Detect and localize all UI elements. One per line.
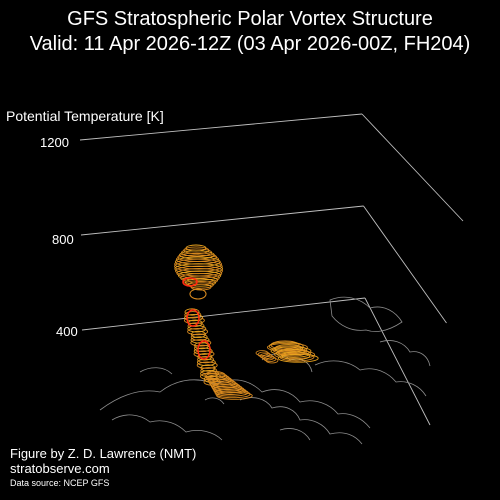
vortex-contour-ring	[184, 278, 217, 287]
z-grid-line	[363, 205, 447, 324]
coastline-path	[279, 428, 311, 441]
coastline-path	[204, 397, 225, 405]
vortex-contour-ring	[187, 322, 205, 330]
vortex-contour-ring	[196, 358, 216, 367]
z-tick-label: 800	[52, 232, 74, 247]
z-axis-label: Potential Temperature [K]	[6, 108, 164, 124]
coastline-path	[239, 397, 363, 445]
vortex-contour-ring	[184, 311, 202, 319]
vortex-contour-ring	[274, 350, 316, 360]
coastline-path	[314, 360, 427, 397]
vortex-contour-ring	[190, 330, 206, 339]
vortex-contour-ring	[187, 327, 209, 336]
vortex-contour-ring	[190, 283, 212, 291]
vortex-contour-ring	[193, 350, 215, 358]
z-grid-line	[79, 113, 363, 141]
z-tick-label: 1200	[40, 135, 69, 150]
vortex-contour-ring	[197, 353, 213, 361]
vortex-contour-ring	[187, 325, 207, 333]
z-tick-label: 400	[56, 324, 78, 339]
chart-title: GFS Stratospheric Polar Vortex Structure	[67, 8, 433, 30]
vortex-contour-ring	[200, 364, 216, 372]
author-credit: Figure by Z. D. Lawrence (NMT)	[10, 446, 197, 461]
z-grid-planes	[79, 113, 464, 426]
vortex-contour-ring	[189, 288, 207, 300]
vortex-contour-ring	[190, 339, 212, 347]
vortex-contour-ring	[176, 268, 223, 279]
vortex-contour-ring	[184, 308, 200, 316]
vortex-contour-ring	[184, 313, 204, 322]
coastline-path	[111, 414, 223, 441]
vortex-core-contour	[186, 309, 200, 327]
vortex-contour-ring	[193, 347, 213, 355]
data-source-credit: Data source: NCEP GFS	[10, 478, 110, 488]
coastline-path	[139, 367, 173, 375]
coastline-path	[329, 296, 403, 332]
vortex-contour-ring	[183, 316, 205, 325]
vortex-contour-ring	[266, 342, 308, 352]
coastline-path	[99, 379, 371, 429]
vortex-contour-ring	[270, 346, 312, 356]
coastline-map	[99, 296, 431, 445]
vortex-contour-ring	[255, 350, 269, 356]
vortex-contour-ring	[277, 353, 319, 363]
vortex-contour-ring	[177, 270, 222, 281]
vortex-contour-ring	[261, 354, 275, 361]
vortex-contour-ring	[275, 348, 311, 358]
z-grid-line	[361, 113, 464, 222]
website-credit: stratobserve.com	[10, 461, 110, 476]
vortex-contour-ring	[257, 351, 271, 358]
z-grid-line	[80, 205, 364, 236]
vortex-contour-ring	[190, 333, 208, 341]
vortex-contour-ring	[174, 256, 221, 268]
vortex-contour-ring	[259, 353, 273, 359]
vortex-contour-ring	[197, 355, 215, 364]
vortex-contour-ring	[187, 280, 214, 289]
z-grid-line	[81, 297, 366, 331]
z-grid-line	[364, 297, 431, 426]
vortex-contour-ring	[174, 258, 223, 270]
coastline-path	[379, 340, 431, 367]
vortex-core-contour	[182, 277, 198, 287]
vortex-contour-ring	[216, 391, 253, 400]
vortex-isosurface	[174, 244, 319, 400]
vortex-core-contour	[197, 340, 211, 360]
z-tick-labels: 1200 800 400	[40, 135, 78, 339]
chart-subtitle: Valid: 11 Apr 2026-12Z (03 Apr 2026-00Z,…	[29, 33, 471, 55]
vortex-contour-ring	[185, 244, 207, 252]
vortex-contour-ring	[279, 352, 315, 362]
vortex-contour-ring	[263, 356, 277, 362]
vortex-contour-ring	[180, 273, 220, 283]
vortex-contour-ring	[196, 361, 218, 369]
vortex-contour-ring	[265, 357, 279, 364]
